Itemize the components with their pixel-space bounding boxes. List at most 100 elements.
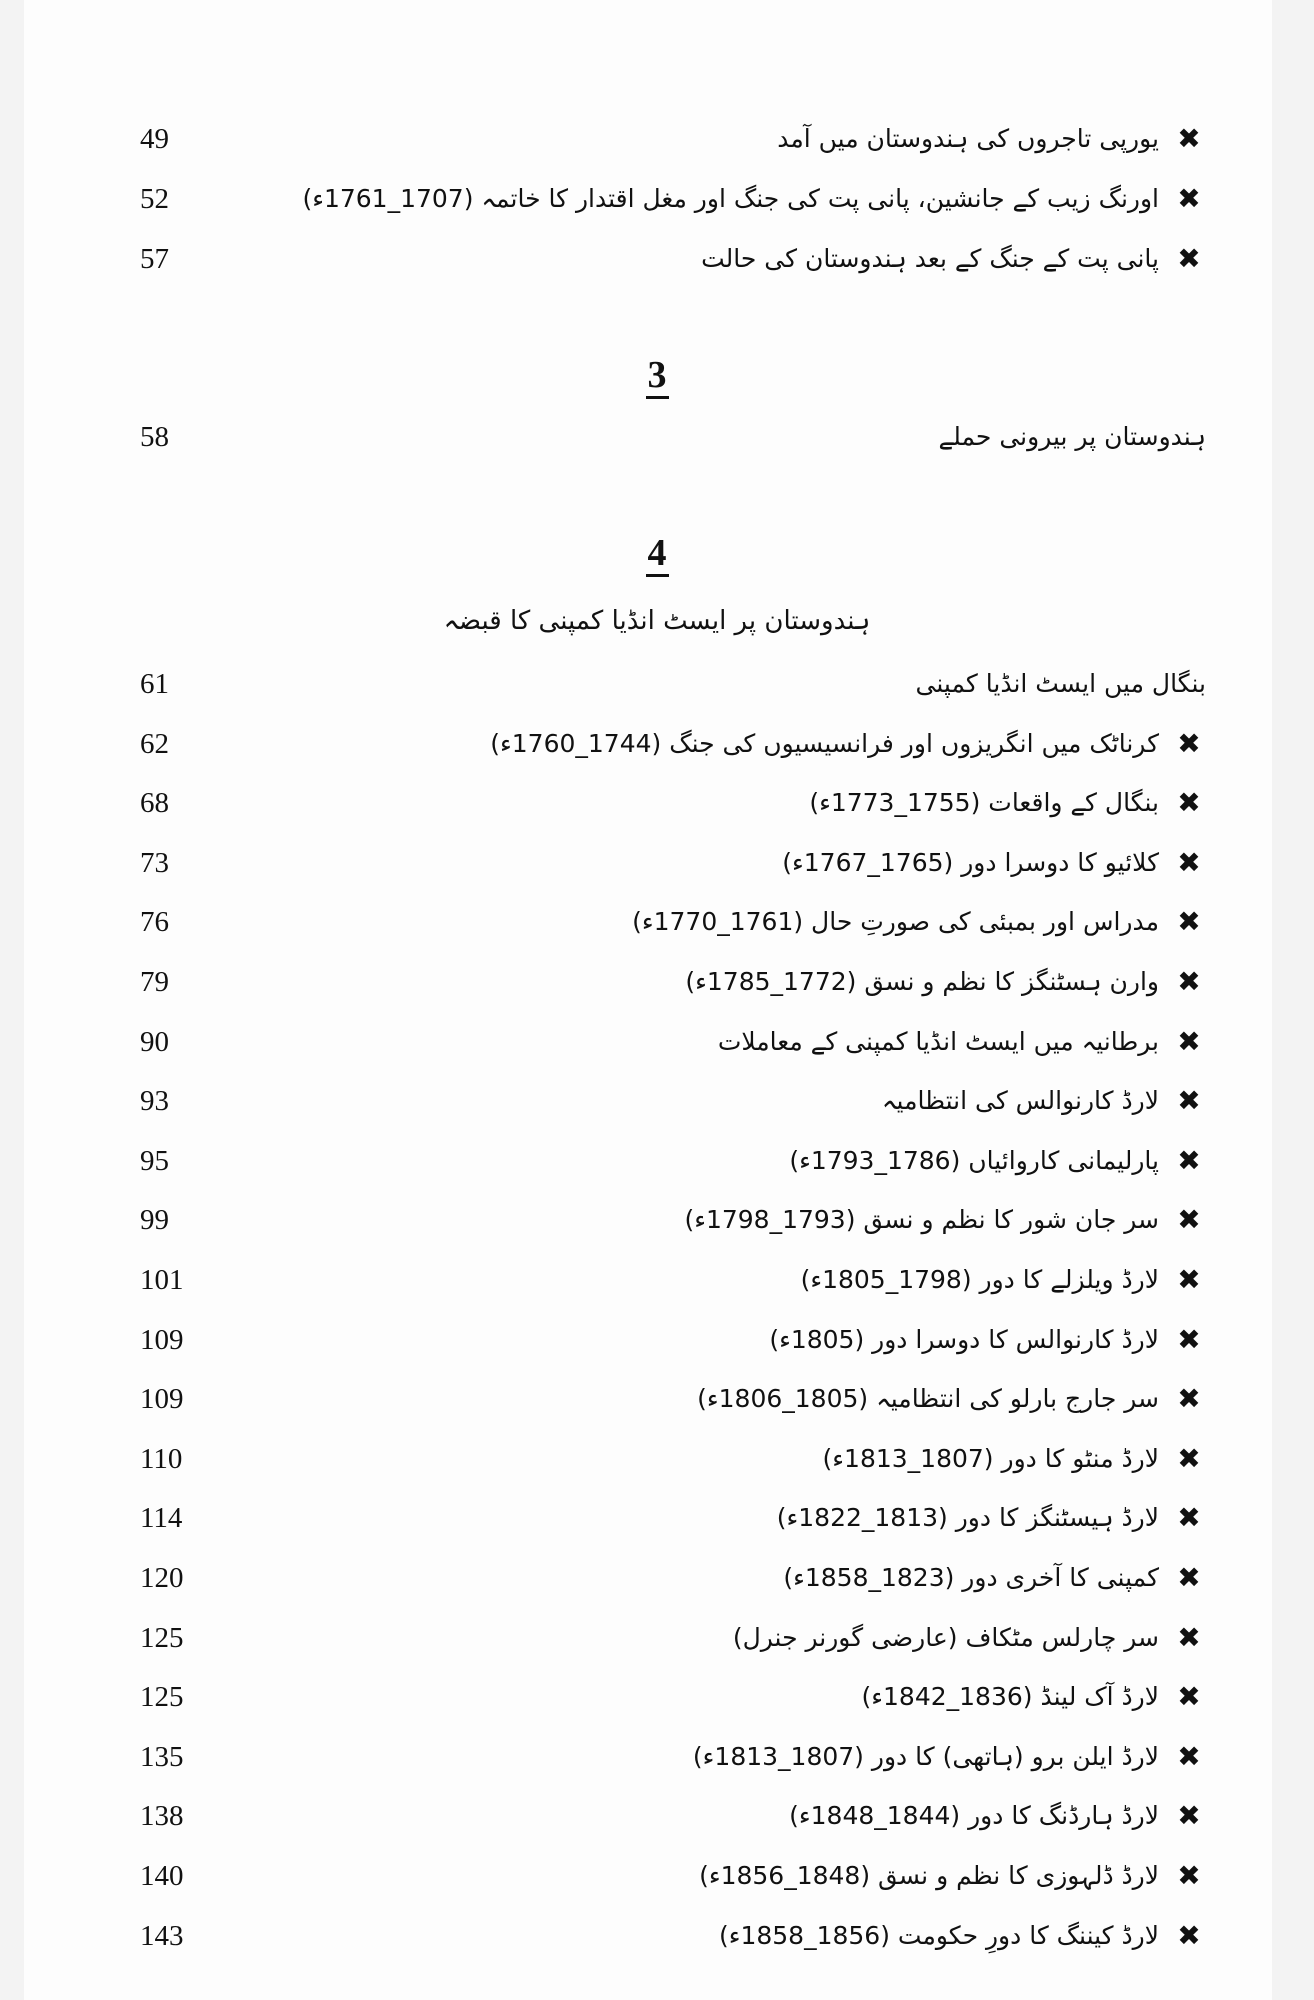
toc-entry-page: 57 xyxy=(140,243,169,275)
toc-entry-title: لارڈ ہارڈنگ کا دور (1844_1848ء) xyxy=(789,1801,1159,1831)
chapter-4-title: ہندوستان پر ایسٹ انڈیا کمپنی کا قبضہ xyxy=(443,606,871,636)
toc-entry-page: 62 xyxy=(140,727,169,760)
x-mark-icon: ✖ xyxy=(1177,1024,1201,1058)
x-mark-icon: ✖ xyxy=(1177,1143,1201,1177)
toc-entry-title: سر جارج بارلو کی انتظامیہ (1805_1806ء) xyxy=(697,1384,1159,1414)
toc-entry[interactable]: ✖ لارڈ منٹو کا دور (1807_1813ء) 110 xyxy=(0,1434,1314,1484)
toc-entry[interactable]: ✖ یورپی تاجروں کی ہندوستان میں آمد 49 xyxy=(0,114,1314,164)
toc-entry-page: 49 xyxy=(140,123,169,155)
x-mark-icon: ✖ xyxy=(1177,1203,1201,1237)
toc-entry[interactable]: ✖ وارن ہسٹنگز کا نظم و نسق (1772_1785ء) 79 xyxy=(0,957,1314,1007)
toc-entry[interactable]: ✖ لارڈ کارنوالس کا دوسرا دور (1805ء) 109 xyxy=(0,1315,1314,1365)
chapter-3-number-text: 3 xyxy=(645,354,669,399)
toc-entry-page: 68 xyxy=(140,787,169,820)
book-page xyxy=(24,0,1272,2000)
toc-entry[interactable]: ✖ لارڈ کارنوالس کی انتظامیہ 93 xyxy=(0,1076,1314,1126)
toc-entry-title: بنگال کے واقعات (1755_1773ء) xyxy=(809,788,1159,818)
toc-entry-title: ہندوستان پر بیرونی حملے xyxy=(938,422,1206,451)
toc-entry-chapter-3[interactable]: ہندوستان پر بیرونی حملے 58 xyxy=(0,412,1314,462)
toc-entry-page: 138 xyxy=(140,1800,184,1833)
toc-entry-title: پانی پت کے جنگ کے بعد ہندوستان کی حالت xyxy=(701,244,1159,273)
toc-entry-title: لارڈ ہیسٹنگز کا دور (1813_1822ء) xyxy=(776,1503,1159,1533)
toc-entry[interactable]: ✖ لارڈ ہارڈنگ کا دور (1844_1848ء) 138 xyxy=(0,1791,1314,1841)
x-mark-icon: ✖ xyxy=(1177,242,1201,275)
x-mark-icon: ✖ xyxy=(1177,726,1201,760)
toc-entry-page: 61 xyxy=(140,668,169,700)
toc-entry[interactable]: ✖ اورنگ زیب کے جانشین، پانی پت کی جنگ اور… xyxy=(0,174,1314,224)
toc-entry-page: 125 xyxy=(140,1681,184,1714)
x-mark-icon: ✖ xyxy=(1177,182,1201,215)
toc-entry-title: کلائیو کا دوسرا دور (1765_1767ء) xyxy=(782,847,1159,877)
toc-entry[interactable]: ✖ لارڈ ایلن برو (ہاتھی) کا دور (1807_1813… xyxy=(0,1732,1314,1782)
toc-entry[interactable]: ✖ برطانیہ میں ایسٹ انڈیا کمپنی کے معاملات… xyxy=(0,1017,1314,1067)
toc-entry[interactable]: ✖ مدراس اور بمبئی کی صورتِ حال (1761_1770… xyxy=(0,897,1314,947)
x-mark-icon: ✖ xyxy=(1177,1918,1201,1952)
toc-entry[interactable]: بنگال میں ایسٹ انڈیا کمپنی 61 xyxy=(0,659,1314,709)
toc-entry-page: 101 xyxy=(140,1264,184,1296)
toc-entry[interactable]: ✖ سر جان شور کا نظم و نسق (1793_1798ء) 99 xyxy=(0,1195,1314,1245)
toc-entry-page: 95 xyxy=(140,1144,169,1177)
toc-entry[interactable]: ✖ کلائیو کا دوسرا دور (1765_1767ء) 73 xyxy=(0,838,1314,888)
toc-entry[interactable]: ✖ کرناٹک میں انگریزوں اور فرانسیسیوں کی ج… xyxy=(0,719,1314,769)
toc-entry-page: 143 xyxy=(140,1919,184,1952)
toc-entry-page: 114 xyxy=(140,1502,183,1535)
x-mark-icon: ✖ xyxy=(1177,1382,1201,1416)
toc-entry[interactable]: ✖ سر جارج بارلو کی انتظامیہ (1805_1806ء) 1… xyxy=(0,1374,1314,1424)
x-mark-icon: ✖ xyxy=(1177,1263,1201,1296)
toc-entry-page: 120 xyxy=(140,1562,184,1594)
x-mark-icon: ✖ xyxy=(1177,1322,1201,1356)
toc-entry[interactable]: ✖ لارڈ ویلزلے کا دور (1798_1805ء) 101 xyxy=(0,1255,1314,1305)
toc-entry[interactable]: ✖ لارڈ ڈلہوزی کا نظم و نسق (1848_1856ء) 14… xyxy=(0,1851,1314,1901)
toc-entry-title: مدراس اور بمبئی کی صورتِ حال (1761_1770ء… xyxy=(632,907,1159,937)
x-mark-icon: ✖ xyxy=(1177,1561,1201,1594)
toc-entry-page: 99 xyxy=(140,1204,169,1237)
toc-entry-title: سر جان شور کا نظم و نسق (1793_1798ء) xyxy=(684,1205,1159,1235)
x-mark-icon: ✖ xyxy=(1177,786,1201,820)
toc-entry-page: 52 xyxy=(140,183,169,215)
chapter-4-number: 4 xyxy=(0,530,1314,577)
toc-entry-title: لارڈ منٹو کا دور (1807_1813ء) xyxy=(822,1443,1159,1473)
toc-entry-title: لارڈ ڈلہوزی کا نظم و نسق (1848_1856ء) xyxy=(699,1861,1159,1890)
toc-entry-title: پارلیمانی کاروائیاں (1786_1793ء) xyxy=(789,1145,1159,1175)
toc-entry[interactable]: ✖ پانی پت کے جنگ کے بعد ہندوستان کی حالت 5… xyxy=(0,234,1314,284)
toc-entry-title: یورپی تاجروں کی ہندوستان میں آمد xyxy=(777,124,1159,153)
x-mark-icon: ✖ xyxy=(1177,965,1201,998)
toc-entry-page: 140 xyxy=(140,1860,184,1892)
toc-entry[interactable]: ✖ کمپنی کا آخری دور (1823_1858ء) 120 xyxy=(0,1553,1314,1603)
x-mark-icon: ✖ xyxy=(1177,845,1201,879)
toc-entry[interactable]: ✖ بنگال کے واقعات (1755_1773ء) 68 xyxy=(0,778,1314,828)
toc-entry-title: لارڈ ایلن برو (ہاتھی) کا دور (1807_1813ء… xyxy=(692,1741,1159,1771)
toc-entry[interactable]: ✖ لارڈ کیننگ کا دورِ حکومت (1856_1858ء) 14… xyxy=(0,1911,1314,1961)
toc-entry-title: لارڈ کارنوالس کا دوسرا دور (1805ء) xyxy=(769,1324,1159,1354)
toc-entry-title: بنگال میں ایسٹ انڈیا کمپنی xyxy=(915,669,1206,698)
toc-entry-page: 109 xyxy=(140,1323,184,1356)
toc-entry-title: لارڈ کارنوالس کی انتظامیہ xyxy=(881,1086,1159,1116)
x-mark-icon: ✖ xyxy=(1177,1739,1201,1773)
toc-entry-page: 125 xyxy=(140,1621,184,1654)
toc-entry-title: سر چارلس مٹکاف (عارضی گورنر جنرل) xyxy=(732,1622,1159,1652)
toc-entry-page: 110 xyxy=(140,1442,183,1475)
x-mark-icon: ✖ xyxy=(1177,1620,1201,1654)
toc-entry[interactable]: ✖ لارڈ آک لینڈ (1836_1842ء) 125 xyxy=(0,1672,1314,1722)
toc-entry-title: وارن ہسٹنگز کا نظم و نسق (1772_1785ء) xyxy=(685,967,1159,996)
toc-entry-title: برطانیہ میں ایسٹ انڈیا کمپنی کے معاملات xyxy=(717,1026,1159,1056)
toc-entry-title: اورنگ زیب کے جانشین، پانی پت کی جنگ اور … xyxy=(302,184,1159,213)
toc-entry-page: 90 xyxy=(140,1025,169,1058)
toc-entry-title: کمپنی کا آخری دور (1823_1858ء) xyxy=(783,1563,1159,1592)
toc-entry[interactable]: ✖ لارڈ ہیسٹنگز کا دور (1813_1822ء) 114 xyxy=(0,1493,1314,1543)
x-mark-icon: ✖ xyxy=(1177,1501,1201,1535)
toc-entry-page: 73 xyxy=(140,846,169,879)
toc-entry-page: 58 xyxy=(140,421,169,453)
toc-entry-page: 135 xyxy=(140,1740,184,1773)
x-mark-icon: ✖ xyxy=(1177,122,1201,155)
x-mark-icon: ✖ xyxy=(1177,905,1201,939)
toc-entry-page: 93 xyxy=(140,1085,169,1118)
toc-entry-page: 109 xyxy=(140,1383,184,1416)
toc-entry-page: 76 xyxy=(140,906,169,939)
toc-entry[interactable]: ✖ سر چارلس مٹکاف (عارضی گورنر جنرل) 125 xyxy=(0,1613,1314,1663)
chapter-3-number: 3 xyxy=(0,352,1314,399)
toc-entry-title: کرناٹک میں انگریزوں اور فرانسیسیوں کی جن… xyxy=(490,728,1159,758)
x-mark-icon: ✖ xyxy=(1177,1441,1201,1475)
toc-entry[interactable]: ✖ پارلیمانی کاروائیاں (1786_1793ء) 95 xyxy=(0,1136,1314,1186)
toc-entry-page: 79 xyxy=(140,966,169,998)
